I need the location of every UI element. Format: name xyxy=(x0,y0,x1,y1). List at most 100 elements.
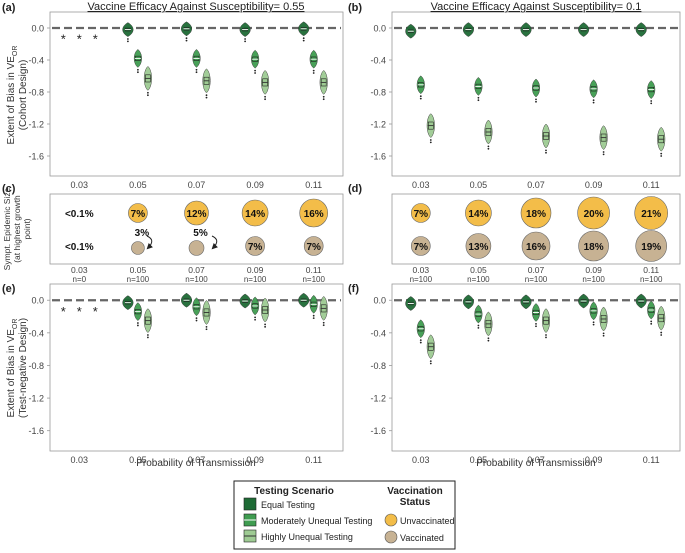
y-tick-label-a: -0.8 xyxy=(28,88,44,98)
y-tick-label-a: -1.6 xyxy=(28,152,44,162)
ylabel-tnd-line2: (Test-negative Design) xyxy=(18,318,29,418)
legend-item-vaccinated: Vaccinated xyxy=(400,533,444,543)
size-label-unvaccinated-d: 21% xyxy=(641,209,661,220)
x-tick-label-a: 0.11 xyxy=(305,180,322,190)
outlier-high-f xyxy=(545,336,547,339)
outlier-high-b xyxy=(429,139,432,141)
panel-label-c: (c) xyxy=(2,183,16,195)
outlier-high-b xyxy=(487,147,490,150)
legend-item-unvaccinated: Unvaccinated xyxy=(400,516,455,526)
size-bubble-vaccinated-d xyxy=(635,230,668,262)
outlier-equal-a xyxy=(302,37,305,40)
y-tick-label-e: -0.8 xyxy=(28,361,44,371)
y-tick-label-b: 0.0 xyxy=(373,24,386,34)
x-tick-label-d: 0.03 xyxy=(413,265,430,275)
y-tick-label-f: 0.0 xyxy=(373,296,386,306)
size-label-vaccinated-c: 7% xyxy=(248,242,263,253)
y-tick-label-b: -1.6 xyxy=(370,152,386,162)
outlier-high-a xyxy=(264,98,266,101)
outlier-moderate-f xyxy=(477,326,480,329)
legend-vacc-title-1: Vaccination xyxy=(387,486,443,497)
ylabel-cohort: Extent of Bias in VEOR (Cohort Design) xyxy=(6,46,29,145)
outlier-moderate-b xyxy=(650,100,653,102)
outlier-moderate-f xyxy=(477,324,480,327)
outlier-moderate-b xyxy=(592,101,595,104)
x-tick-label-e: 0.09 xyxy=(246,455,264,465)
panel-d-frame xyxy=(391,193,681,265)
outlier-equal-a xyxy=(185,39,188,42)
size-label-unvaccinated-d: 14% xyxy=(468,209,488,220)
size-label-vaccinated-c: <0.1% xyxy=(65,242,94,253)
outlier-moderate-a xyxy=(195,71,198,74)
size-label-unvaccinated-d: 7% xyxy=(414,209,429,220)
outlier-moderate-b xyxy=(650,102,653,105)
outlier-high-e xyxy=(322,324,325,327)
size-label-vaccinated-c: 7% xyxy=(306,242,321,253)
size-bubble-unvaccinated-c xyxy=(184,200,209,226)
svg-text:Extent of Bias in VEOR: Extent of Bias in VEOR xyxy=(6,46,19,145)
outlier-high-e xyxy=(264,325,266,328)
x-tick-label-f: 0.03 xyxy=(412,455,430,465)
outlier-moderate-a xyxy=(137,68,139,71)
outlier-moderate-a xyxy=(312,72,315,74)
outlier-equal-a xyxy=(302,39,305,42)
x-tick-label-e: 0.03 xyxy=(71,455,89,465)
y-tick-label-a: 0.0 xyxy=(31,24,44,34)
outlier-moderate-a xyxy=(254,72,256,74)
ylabel-size-line3: point) xyxy=(22,218,32,239)
n-label-d: n=100 xyxy=(640,275,663,284)
size-label-unvaccinated-c: 7% xyxy=(131,209,146,220)
outlier-high-f xyxy=(660,331,663,334)
x-tick-label-a: 0.05 xyxy=(129,180,147,190)
legend-item-high: Highly Unequal Testing xyxy=(261,532,353,542)
x-tick-label-c: 0.11 xyxy=(306,265,322,275)
outlier-high-f xyxy=(487,339,490,342)
arrow-annotation-0.05 xyxy=(146,235,153,250)
x-tick-label-e: 0.07 xyxy=(188,455,206,465)
x-tick-label-b: 0.09 xyxy=(585,180,603,190)
missing-marker-a: * xyxy=(93,32,98,47)
y-tick-label-e: -0.4 xyxy=(28,328,44,338)
ylabel-tnd-line1: Extent of Bias in VE xyxy=(6,329,17,418)
outlier-high-e xyxy=(205,328,208,331)
outlier-high-a xyxy=(205,96,208,99)
outlier-moderate-a xyxy=(254,69,256,72)
outlier-high-a xyxy=(205,94,208,97)
size-bubble-vaccinated-d xyxy=(521,231,551,261)
size-bubble-unvaccinated-d xyxy=(577,196,610,230)
size-label-vaccinated-c: 5% xyxy=(193,228,208,239)
missing-marker-e: * xyxy=(93,304,98,319)
title-left: Vaccine Efficacy Against Susceptibility=… xyxy=(88,1,305,13)
outlier-equal-a xyxy=(244,40,247,43)
size-bubble-unvaccinated-c xyxy=(128,203,148,223)
size-bubble-vaccinated-c xyxy=(188,240,205,256)
outlier-moderate-f xyxy=(419,339,422,342)
xlabel-left: Probability of Transmission xyxy=(136,458,256,469)
panel-label-e: (e) xyxy=(2,283,16,295)
size-label-unvaccinated-c: 14% xyxy=(245,209,265,220)
legend-item-moderate: Moderately Unequal Testing xyxy=(261,516,372,526)
xlabel-right: Probability of Transmission xyxy=(476,458,596,469)
outlier-moderate-b xyxy=(592,99,595,102)
y-tick-label-e: -1.2 xyxy=(28,394,44,404)
legend-box xyxy=(233,480,456,550)
n-label-d: n=100 xyxy=(410,275,433,284)
outlier-high-b xyxy=(545,151,547,154)
outlier-moderate-b xyxy=(477,99,480,102)
n-label-c: n=100 xyxy=(185,275,208,284)
size-label-unvaccinated-d: 18% xyxy=(526,209,546,220)
legend-swatch-unvaccinated xyxy=(384,513,398,527)
x-tick-label-d: 0.11 xyxy=(643,265,659,275)
size-bubble-vaccinated-d xyxy=(410,236,431,256)
outlier-high-b xyxy=(487,145,490,148)
outlier-equal-a xyxy=(127,40,129,43)
size-label-unvaccinated-d: 20% xyxy=(584,209,604,220)
outlier-high-a xyxy=(322,95,325,98)
outlier-high-f xyxy=(660,334,663,336)
panel-c-frame xyxy=(49,193,344,265)
y-tick-label-b: -0.4 xyxy=(370,56,386,66)
size-label-vaccinated-d: 13% xyxy=(468,242,488,253)
x-tick-label-d: 0.05 xyxy=(470,265,487,275)
x-tick-label-c: 0.07 xyxy=(188,265,205,275)
